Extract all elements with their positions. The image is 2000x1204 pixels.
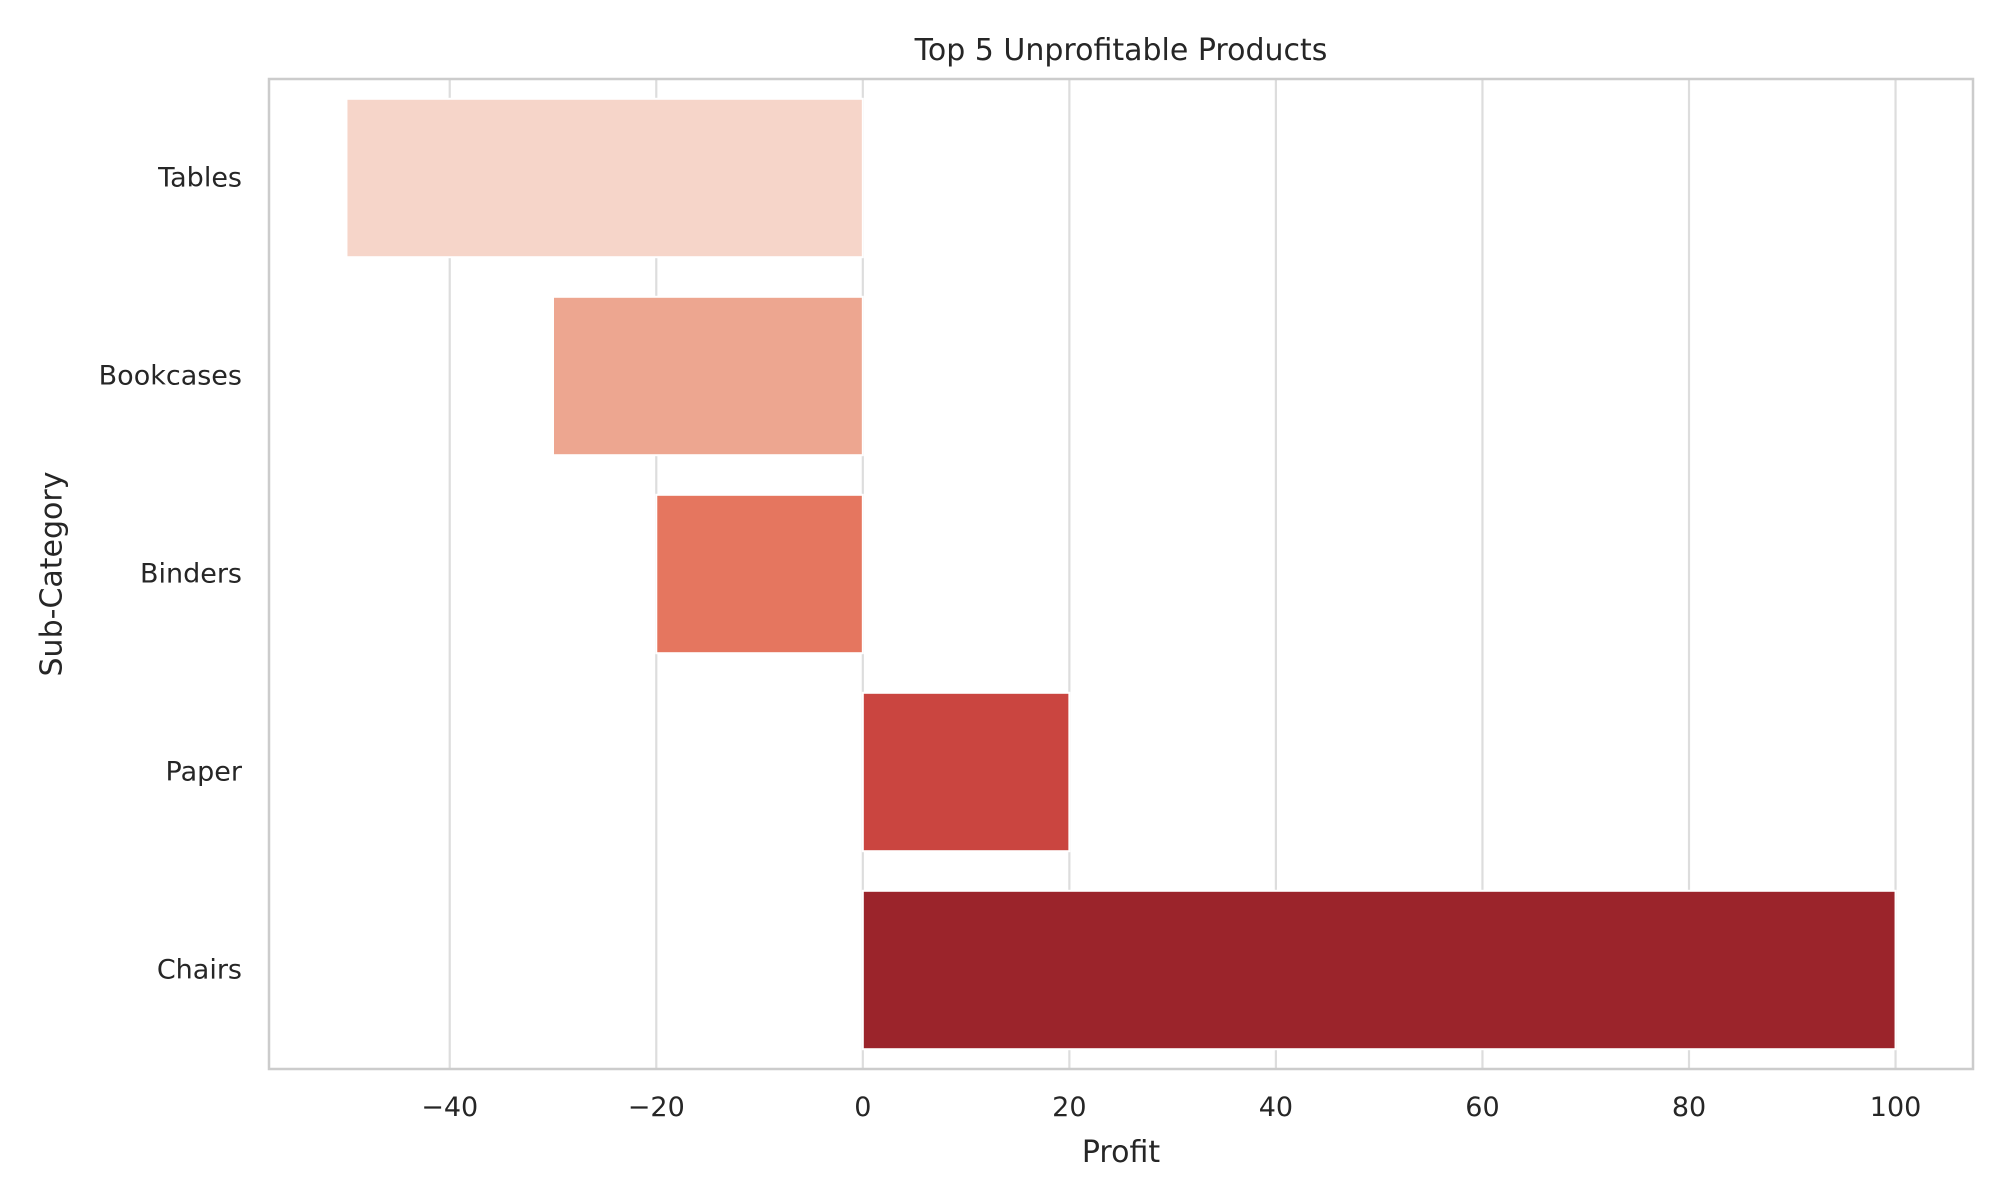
x-tick-label: 0: [854, 1092, 871, 1123]
x-axis-title: Profit: [1082, 1135, 1160, 1170]
plot-frame: [267, 77, 1975, 1071]
y-tick-labels: Tables Bookcases Binders Paper Chairs: [99, 163, 243, 986]
bar-bookcases: [552, 295, 864, 457]
y-tick-label: Bookcases: [99, 361, 242, 392]
x-tick-label: 60: [1465, 1092, 1499, 1123]
x-tick-label: 100: [1870, 1092, 1922, 1123]
bars: [345, 97, 1897, 1051]
chart-title: Top 5 Unprofitable Products: [914, 33, 1328, 68]
bar-chairs: [861, 889, 1897, 1051]
x-tick-label: −20: [628, 1092, 685, 1123]
x-tick-label: 20: [1052, 1092, 1086, 1123]
x-tick-labels: −40 −20 0 20 40 60 80 100: [421, 1092, 1921, 1123]
x-tick-label: 40: [1259, 1092, 1293, 1123]
bar-binders: [655, 493, 864, 655]
y-tick-label: Paper: [166, 757, 243, 788]
x-tick-label: 80: [1672, 1092, 1706, 1123]
bar-tables: [345, 97, 864, 259]
y-tick-label: Chairs: [157, 955, 242, 986]
y-tick-label: Binders: [140, 559, 242, 590]
x-tick-label: −40: [421, 1092, 478, 1123]
y-tick-label: Tables: [157, 163, 242, 194]
y-axis-title: Sub-Category: [35, 472, 70, 677]
bar-paper: [861, 691, 1071, 853]
